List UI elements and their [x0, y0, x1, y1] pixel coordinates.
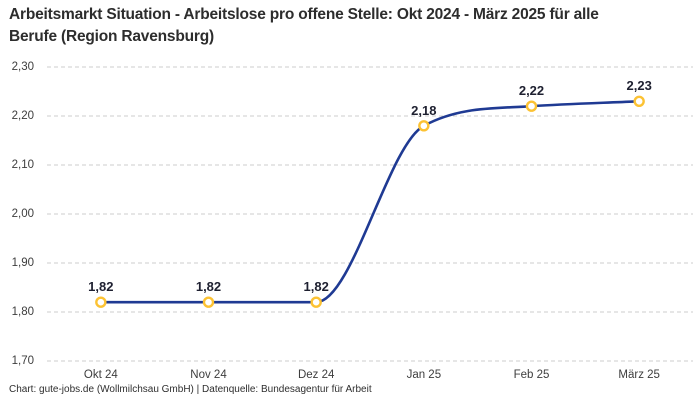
chart-footer: Chart: gute-jobs.de (Wollmilchsau GmbH) …: [9, 384, 372, 395]
y-tick-label: 2,00: [11, 208, 34, 220]
data-line: [99, 100, 641, 304]
x-tick-label: Nov 24: [190, 369, 227, 381]
data-point-marker: [633, 95, 645, 108]
data-point-marker: [525, 100, 538, 112]
y-tick-label: 2,10: [11, 159, 34, 171]
data-point-label: 1,82: [303, 279, 329, 295]
data-point-marker: [202, 296, 215, 308]
chart-title-line2: Berufe (Region Ravensburg): [9, 28, 214, 45]
data-point-marker: [418, 120, 430, 132]
y-tick-label: 1,80: [11, 306, 34, 318]
y-tick-label: 1,90: [11, 257, 34, 269]
data-point-marker: [310, 296, 322, 308]
y-tick-label: 2,30: [11, 61, 34, 73]
x-tick-label: Jan 25: [406, 369, 442, 381]
data-point-marker: [95, 296, 107, 308]
data-point-label: 1,82: [195, 279, 222, 295]
data-point-label: 2,23: [626, 78, 652, 94]
data-point-label: 2,18: [411, 102, 437, 118]
chart-title-line1: Arbeitsmarkt Situation - Arbeitslose pro…: [9, 6, 599, 23]
x-tick-label: März 25: [618, 369, 660, 381]
chart-title: Arbeitsmarkt Situation - Arbeitslose pro…: [9, 4, 685, 48]
x-tick-label: Feb 25: [513, 369, 550, 381]
y-tick-label: 2,20: [11, 110, 34, 122]
x-tick-label: Dez 24: [297, 369, 335, 381]
data-point-label: 1,82: [88, 279, 114, 295]
data-point-label: 2,22: [518, 83, 545, 99]
x-tick-label: Okt 24: [83, 369, 118, 381]
y-tick-label: 1,70: [11, 355, 34, 367]
